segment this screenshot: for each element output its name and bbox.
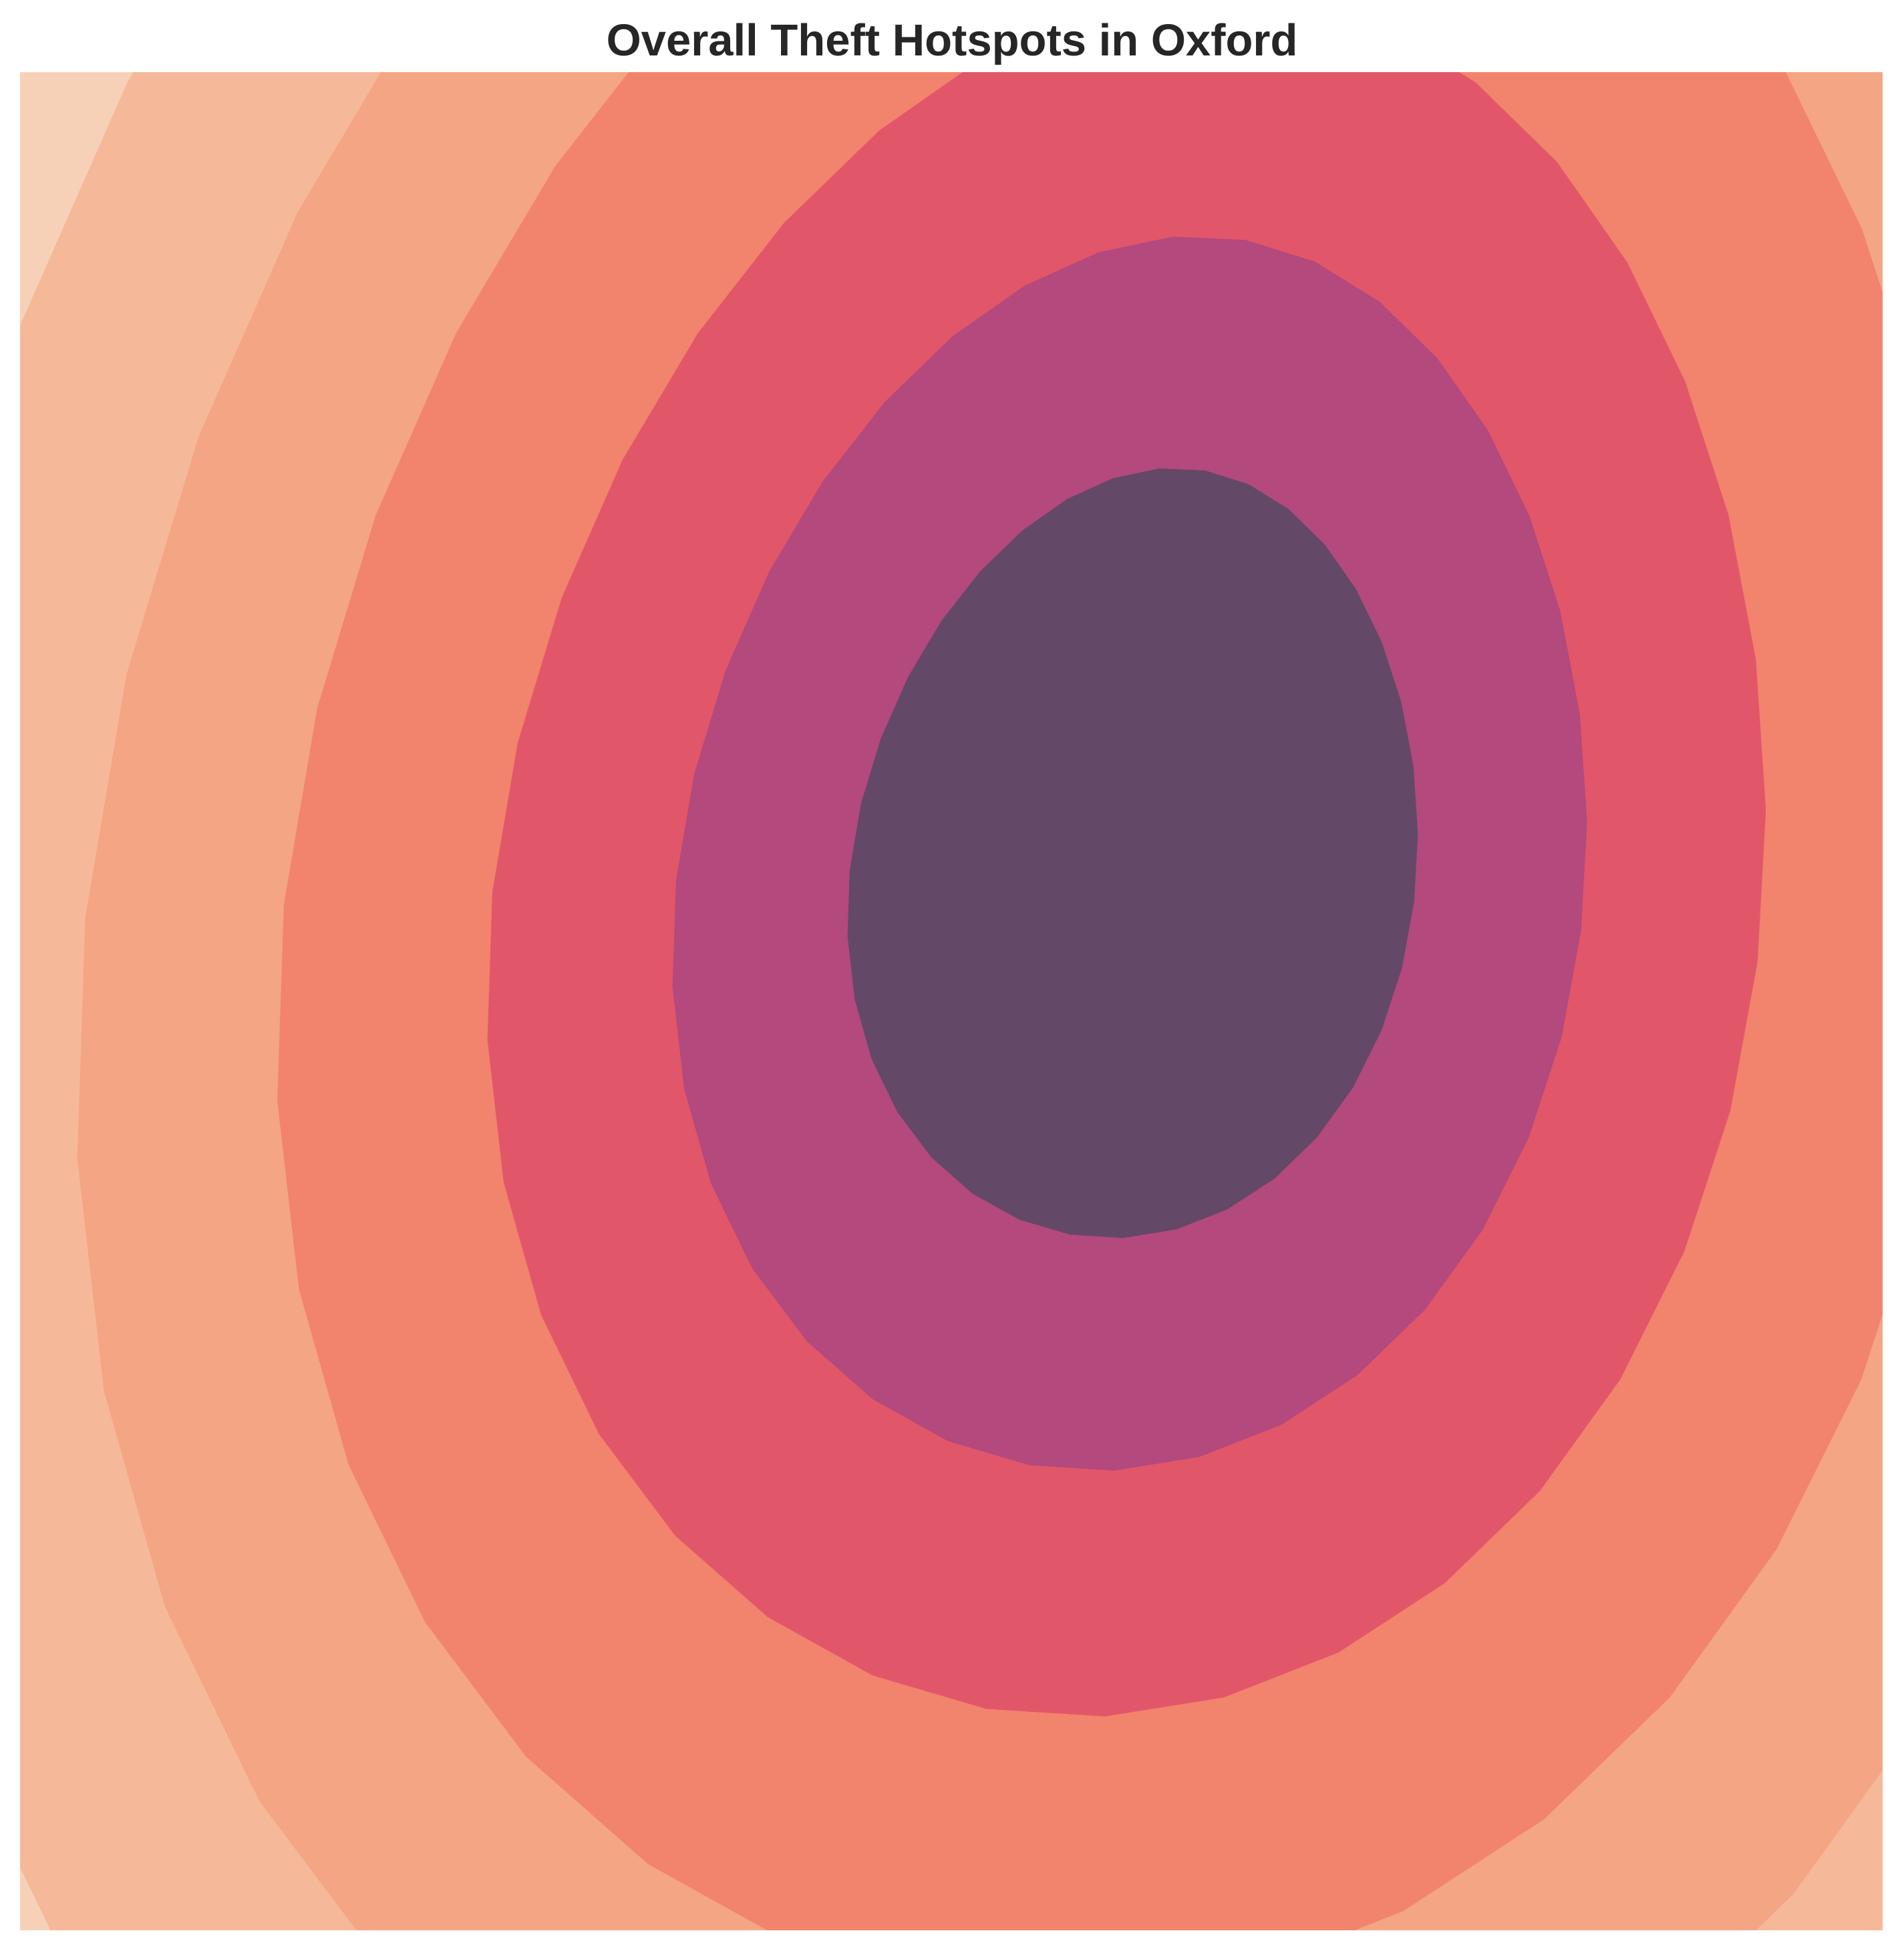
chart-title: Overall Theft Hotspots in Oxford <box>606 15 1298 65</box>
contour-level-7 <box>847 468 1418 1238</box>
contour-plot <box>20 72 1883 1930</box>
plot-area <box>20 72 1883 1930</box>
